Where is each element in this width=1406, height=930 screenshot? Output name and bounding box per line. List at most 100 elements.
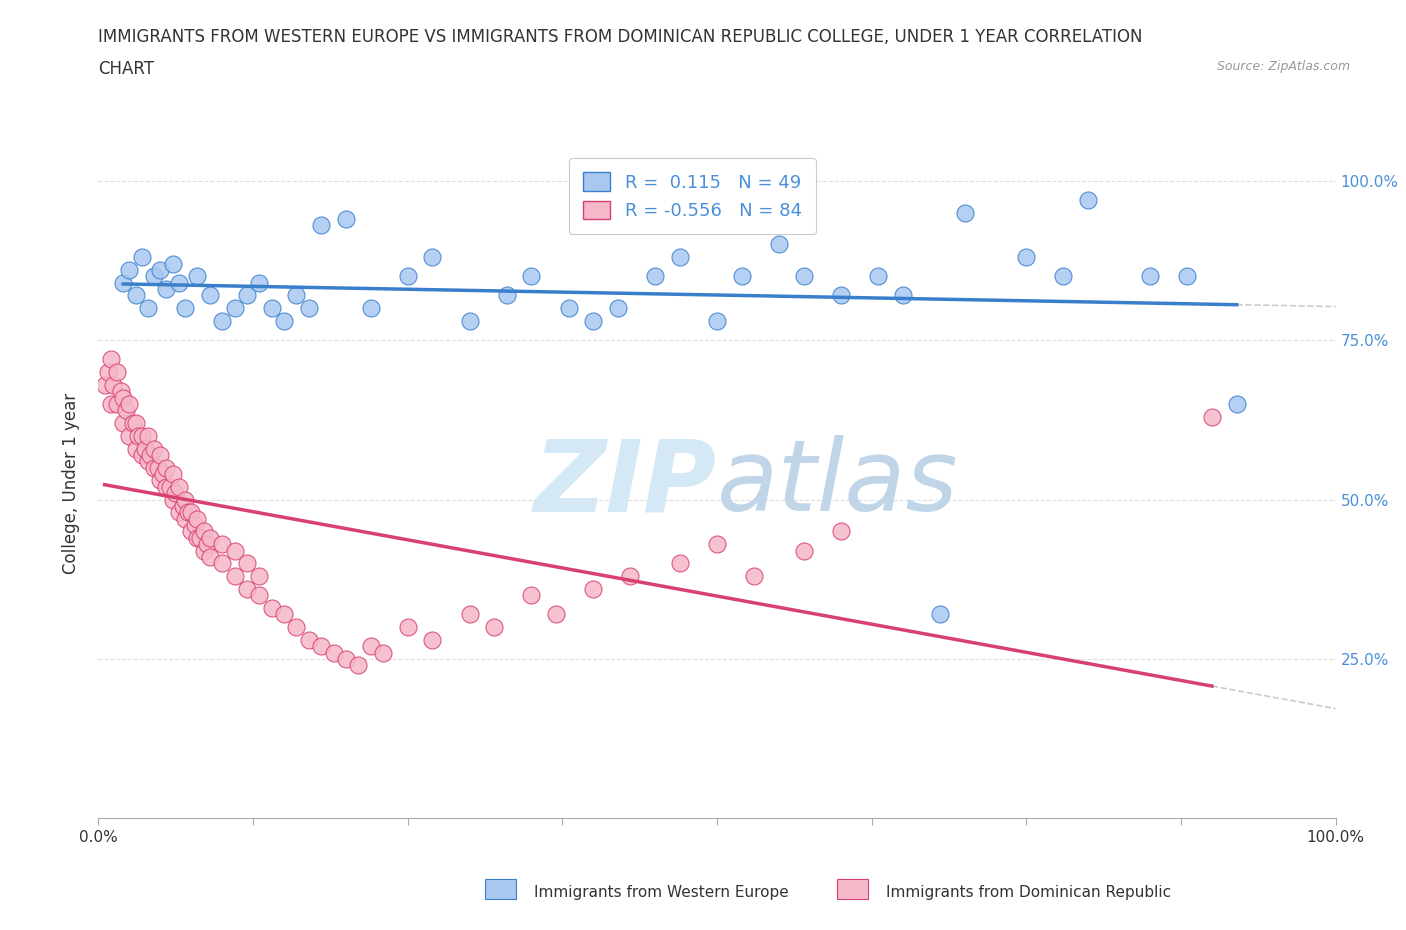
Point — [112, 390, 135, 405]
Point — [143, 441, 166, 456]
Point — [422, 632, 444, 647]
Point — [110, 384, 132, 399]
Point — [149, 473, 172, 488]
Point — [335, 652, 357, 667]
Point — [122, 416, 145, 431]
Point — [793, 543, 815, 558]
Point — [167, 505, 190, 520]
Point — [247, 568, 270, 583]
Point — [136, 454, 159, 469]
Point — [186, 269, 208, 284]
Point — [607, 300, 630, 315]
Point — [184, 518, 207, 533]
Point — [1201, 409, 1223, 424]
Point — [582, 581, 605, 596]
Point — [143, 460, 166, 475]
Point — [118, 396, 141, 411]
Text: Source: ZipAtlas.com: Source: ZipAtlas.com — [1216, 60, 1350, 73]
Point — [458, 313, 481, 328]
Point — [186, 512, 208, 526]
Point — [793, 269, 815, 284]
Point — [582, 313, 605, 328]
Point — [112, 275, 135, 290]
Point — [928, 607, 950, 622]
Point — [143, 269, 166, 284]
Point — [360, 300, 382, 315]
Point — [114, 403, 136, 418]
Point — [557, 300, 579, 315]
Point — [193, 543, 215, 558]
Point — [188, 530, 211, 545]
Point — [211, 537, 233, 551]
Point — [236, 288, 259, 303]
Point — [124, 441, 146, 456]
Point — [706, 537, 728, 551]
Point — [149, 262, 172, 277]
Point — [742, 568, 765, 583]
Point — [285, 288, 308, 303]
Text: CHART: CHART — [98, 60, 155, 78]
Point — [159, 479, 181, 494]
Point — [1052, 269, 1074, 284]
Point — [112, 416, 135, 431]
Point — [131, 250, 153, 265]
Point — [830, 524, 852, 538]
Point — [193, 524, 215, 538]
Point — [155, 282, 177, 297]
Point — [155, 460, 177, 475]
Point — [162, 492, 184, 507]
Point — [198, 530, 221, 545]
Point — [195, 537, 218, 551]
Point — [335, 211, 357, 226]
Point — [298, 300, 321, 315]
Point — [1077, 193, 1099, 207]
Point — [619, 568, 641, 583]
Point — [198, 550, 221, 565]
Point — [103, 378, 125, 392]
Text: Immigrants from Dominican Republic: Immigrants from Dominican Republic — [886, 885, 1171, 900]
Point — [768, 237, 790, 252]
Point — [273, 313, 295, 328]
Point — [136, 300, 159, 315]
Point — [211, 556, 233, 571]
Point — [174, 492, 197, 507]
Point — [285, 619, 308, 634]
Legend: R =  0.115   N = 49, R = -0.556   N = 84: R = 0.115 N = 49, R = -0.556 N = 84 — [568, 158, 815, 234]
Point — [224, 300, 246, 315]
Y-axis label: College, Under 1 year: College, Under 1 year — [62, 393, 80, 574]
Point — [155, 479, 177, 494]
Point — [174, 512, 197, 526]
Point — [247, 275, 270, 290]
Point — [236, 581, 259, 596]
Point — [176, 505, 198, 520]
Point — [953, 206, 976, 220]
Point — [644, 269, 666, 284]
Point — [224, 543, 246, 558]
Point — [118, 262, 141, 277]
Point — [546, 607, 568, 622]
Point — [260, 300, 283, 315]
Point — [669, 250, 692, 265]
Point — [520, 269, 543, 284]
Point — [360, 639, 382, 654]
Point — [260, 601, 283, 616]
Point — [520, 588, 543, 603]
Point — [134, 441, 156, 456]
Point — [224, 568, 246, 583]
Point — [1139, 269, 1161, 284]
Point — [309, 639, 332, 654]
Point — [186, 530, 208, 545]
Point — [124, 416, 146, 431]
Point — [322, 645, 344, 660]
Point — [236, 556, 259, 571]
Point — [830, 288, 852, 303]
Point — [146, 460, 169, 475]
Point — [172, 498, 194, 513]
Point — [396, 619, 419, 634]
Text: ZIP: ZIP — [534, 435, 717, 532]
Point — [347, 658, 370, 672]
Point — [100, 352, 122, 366]
Point — [247, 588, 270, 603]
Point — [309, 218, 332, 232]
Point — [866, 269, 889, 284]
